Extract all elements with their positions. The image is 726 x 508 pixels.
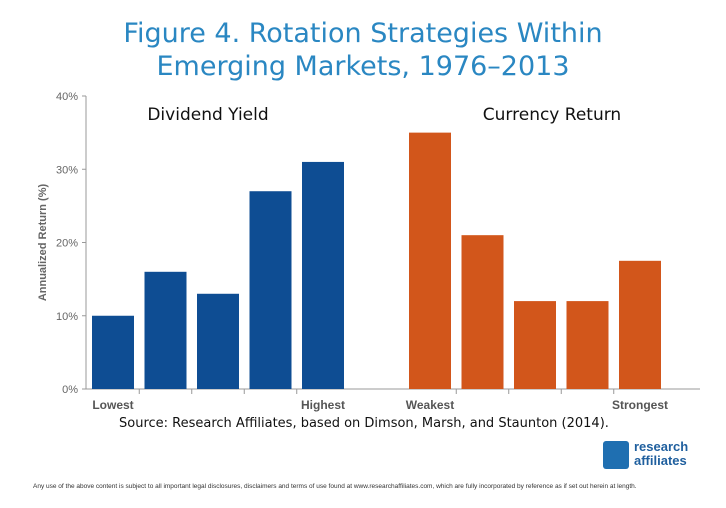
x-edge-label: Lowest (92, 398, 133, 412)
group-label-dividend-yield: Dividend Yield (147, 105, 268, 125)
chart-title-line1: Figure 4. Rotation Strategies Within (123, 18, 603, 49)
bar (144, 271, 187, 389)
bar (566, 301, 609, 389)
y-tick-label: 20% (56, 238, 78, 250)
y-tick-label: 40% (56, 91, 78, 103)
x-edge-label: Strongest (612, 398, 668, 412)
disclaimer: Any use of the above content is subject … (33, 483, 637, 490)
chart-title-line2: Emerging Markets, 1976–2013 (156, 51, 570, 82)
bar (302, 161, 344, 389)
research-affiliates-logo-icon (603, 441, 629, 469)
y-axis-label: Annualized Return (%) (37, 184, 49, 302)
y-tick-label: 30% (56, 164, 78, 176)
x-edge-label: Highest (301, 398, 345, 412)
logo-line1: research (634, 439, 689, 454)
x-edge-label: Weakest (406, 398, 454, 412)
bar (92, 315, 134, 389)
bar (514, 301, 556, 389)
company-logo: research affiliates (603, 440, 713, 470)
source-note: Source: Research Affiliates, based on Di… (119, 416, 609, 431)
bar (249, 191, 292, 389)
bar (409, 132, 451, 389)
logo-line2: affiliates (634, 453, 687, 468)
bar (461, 235, 504, 389)
bar (197, 293, 239, 389)
logo-text: research affiliates (634, 440, 688, 468)
y-tick-label: 10% (56, 311, 78, 323)
group-label-currency-return: Currency Return (483, 105, 621, 125)
bar (619, 260, 661, 389)
y-tick-label: 0% (62, 384, 78, 396)
